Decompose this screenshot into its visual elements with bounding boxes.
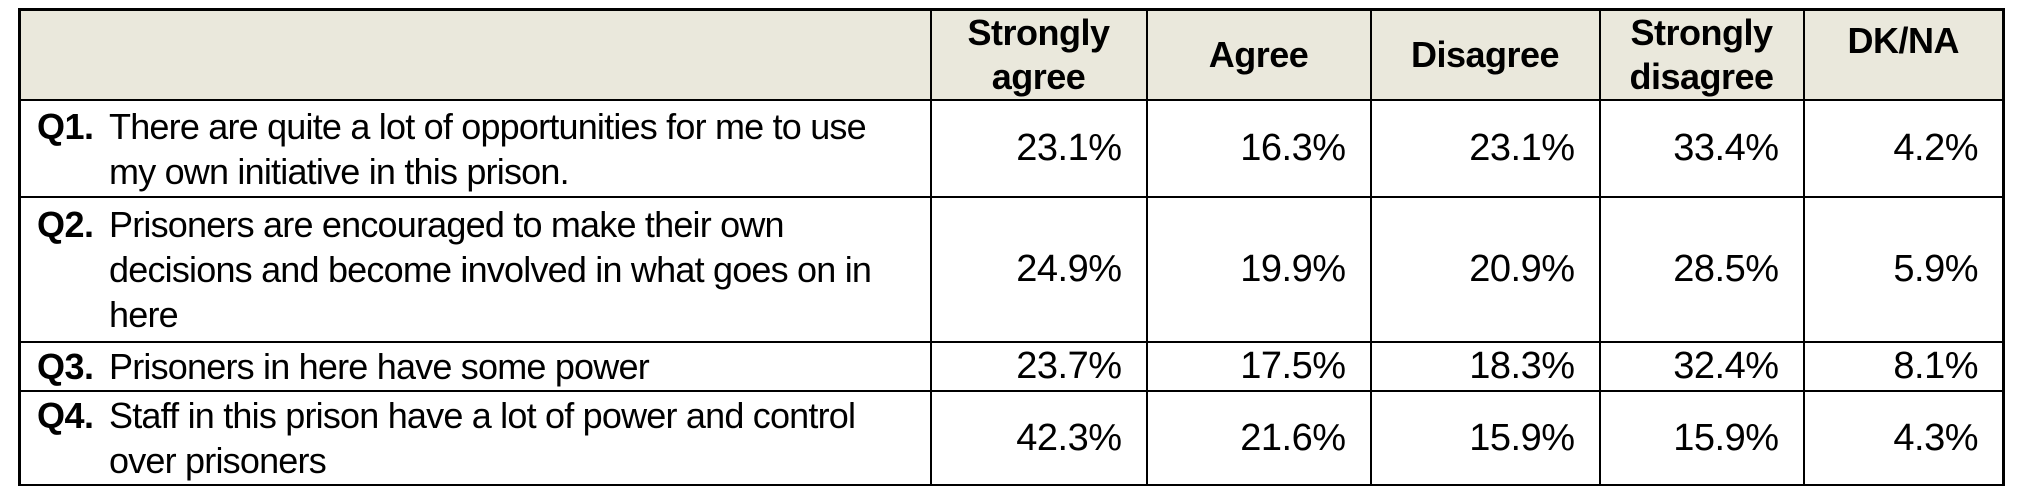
question-cell: Q2. Prisoners are encouraged to make the… [18, 196, 932, 343]
table-row-q4: Q4. Staff in this prison have a lot of p… [18, 390, 2005, 486]
question-cell: Q1. There are quite a lot of opportuniti… [18, 99, 932, 198]
value-strongly-agree: 23.1% [929, 99, 1148, 198]
value-disagree: 15.9% [1369, 390, 1601, 486]
value-strongly-agree: 24.9% [929, 196, 1148, 343]
value-agree: 19.9% [1145, 196, 1372, 343]
question-number: Q2. [37, 204, 94, 245]
question-text: There are quite a lot of opportunities f… [109, 105, 867, 192]
question-text: Prisoners in here have some power [109, 346, 650, 387]
table-row-q2: Q2. Prisoners are encouraged to make the… [18, 196, 2005, 343]
value-agree: 16.3% [1145, 99, 1372, 198]
header-dk-na: DK/NA [1802, 8, 2005, 101]
header-question-cell [18, 8, 932, 101]
value-strongly-disagree: 15.9% [1598, 390, 1805, 486]
value-strongly-agree: 42.3% [929, 390, 1148, 486]
value-dk-na: 5.9% [1802, 196, 2005, 343]
value-dk-na: 4.3% [1802, 390, 2005, 486]
question-cell: Q4. Staff in this prison have a lot of p… [18, 390, 932, 486]
value-agree: 21.6% [1145, 390, 1372, 486]
header-agree: Agree [1145, 8, 1372, 101]
survey-results-table: Strongly agree Agree Disagree Strongly d… [18, 8, 2005, 486]
question-number: Q4. [37, 395, 94, 436]
value-agree: 17.5% [1145, 341, 1372, 392]
question-number: Q1. [37, 105, 94, 147]
question-number: Q3. [37, 346, 94, 387]
value-strongly-disagree: 28.5% [1598, 196, 1805, 343]
header-row: Strongly agree Agree Disagree Strongly d… [18, 8, 2005, 101]
question-cell: Q3. Prisoners in here have some power [18, 341, 932, 392]
value-disagree: 23.1% [1369, 99, 1601, 198]
header-strongly-disagree: Strongly disagree [1598, 8, 1805, 101]
value-dk-na: 4.2% [1802, 99, 2005, 198]
header-disagree: Disagree [1369, 8, 1601, 101]
value-strongly-disagree: 33.4% [1598, 99, 1805, 198]
table-row-q3: Q3. Prisoners in here have some power 23… [18, 341, 2005, 392]
value-dk-na: 8.1% [1802, 341, 2005, 392]
value-disagree: 20.9% [1369, 196, 1601, 343]
question-text: Prisoners are encouraged to make their o… [109, 204, 872, 335]
header-strongly-agree: Strongly agree [929, 8, 1148, 101]
table-row-q1: Q1. There are quite a lot of opportuniti… [18, 99, 2005, 198]
value-disagree: 18.3% [1369, 341, 1601, 392]
question-text: Staff in this prison have a lot of power… [109, 395, 856, 481]
value-strongly-agree: 23.7% [929, 341, 1148, 392]
value-strongly-disagree: 32.4% [1598, 341, 1805, 392]
